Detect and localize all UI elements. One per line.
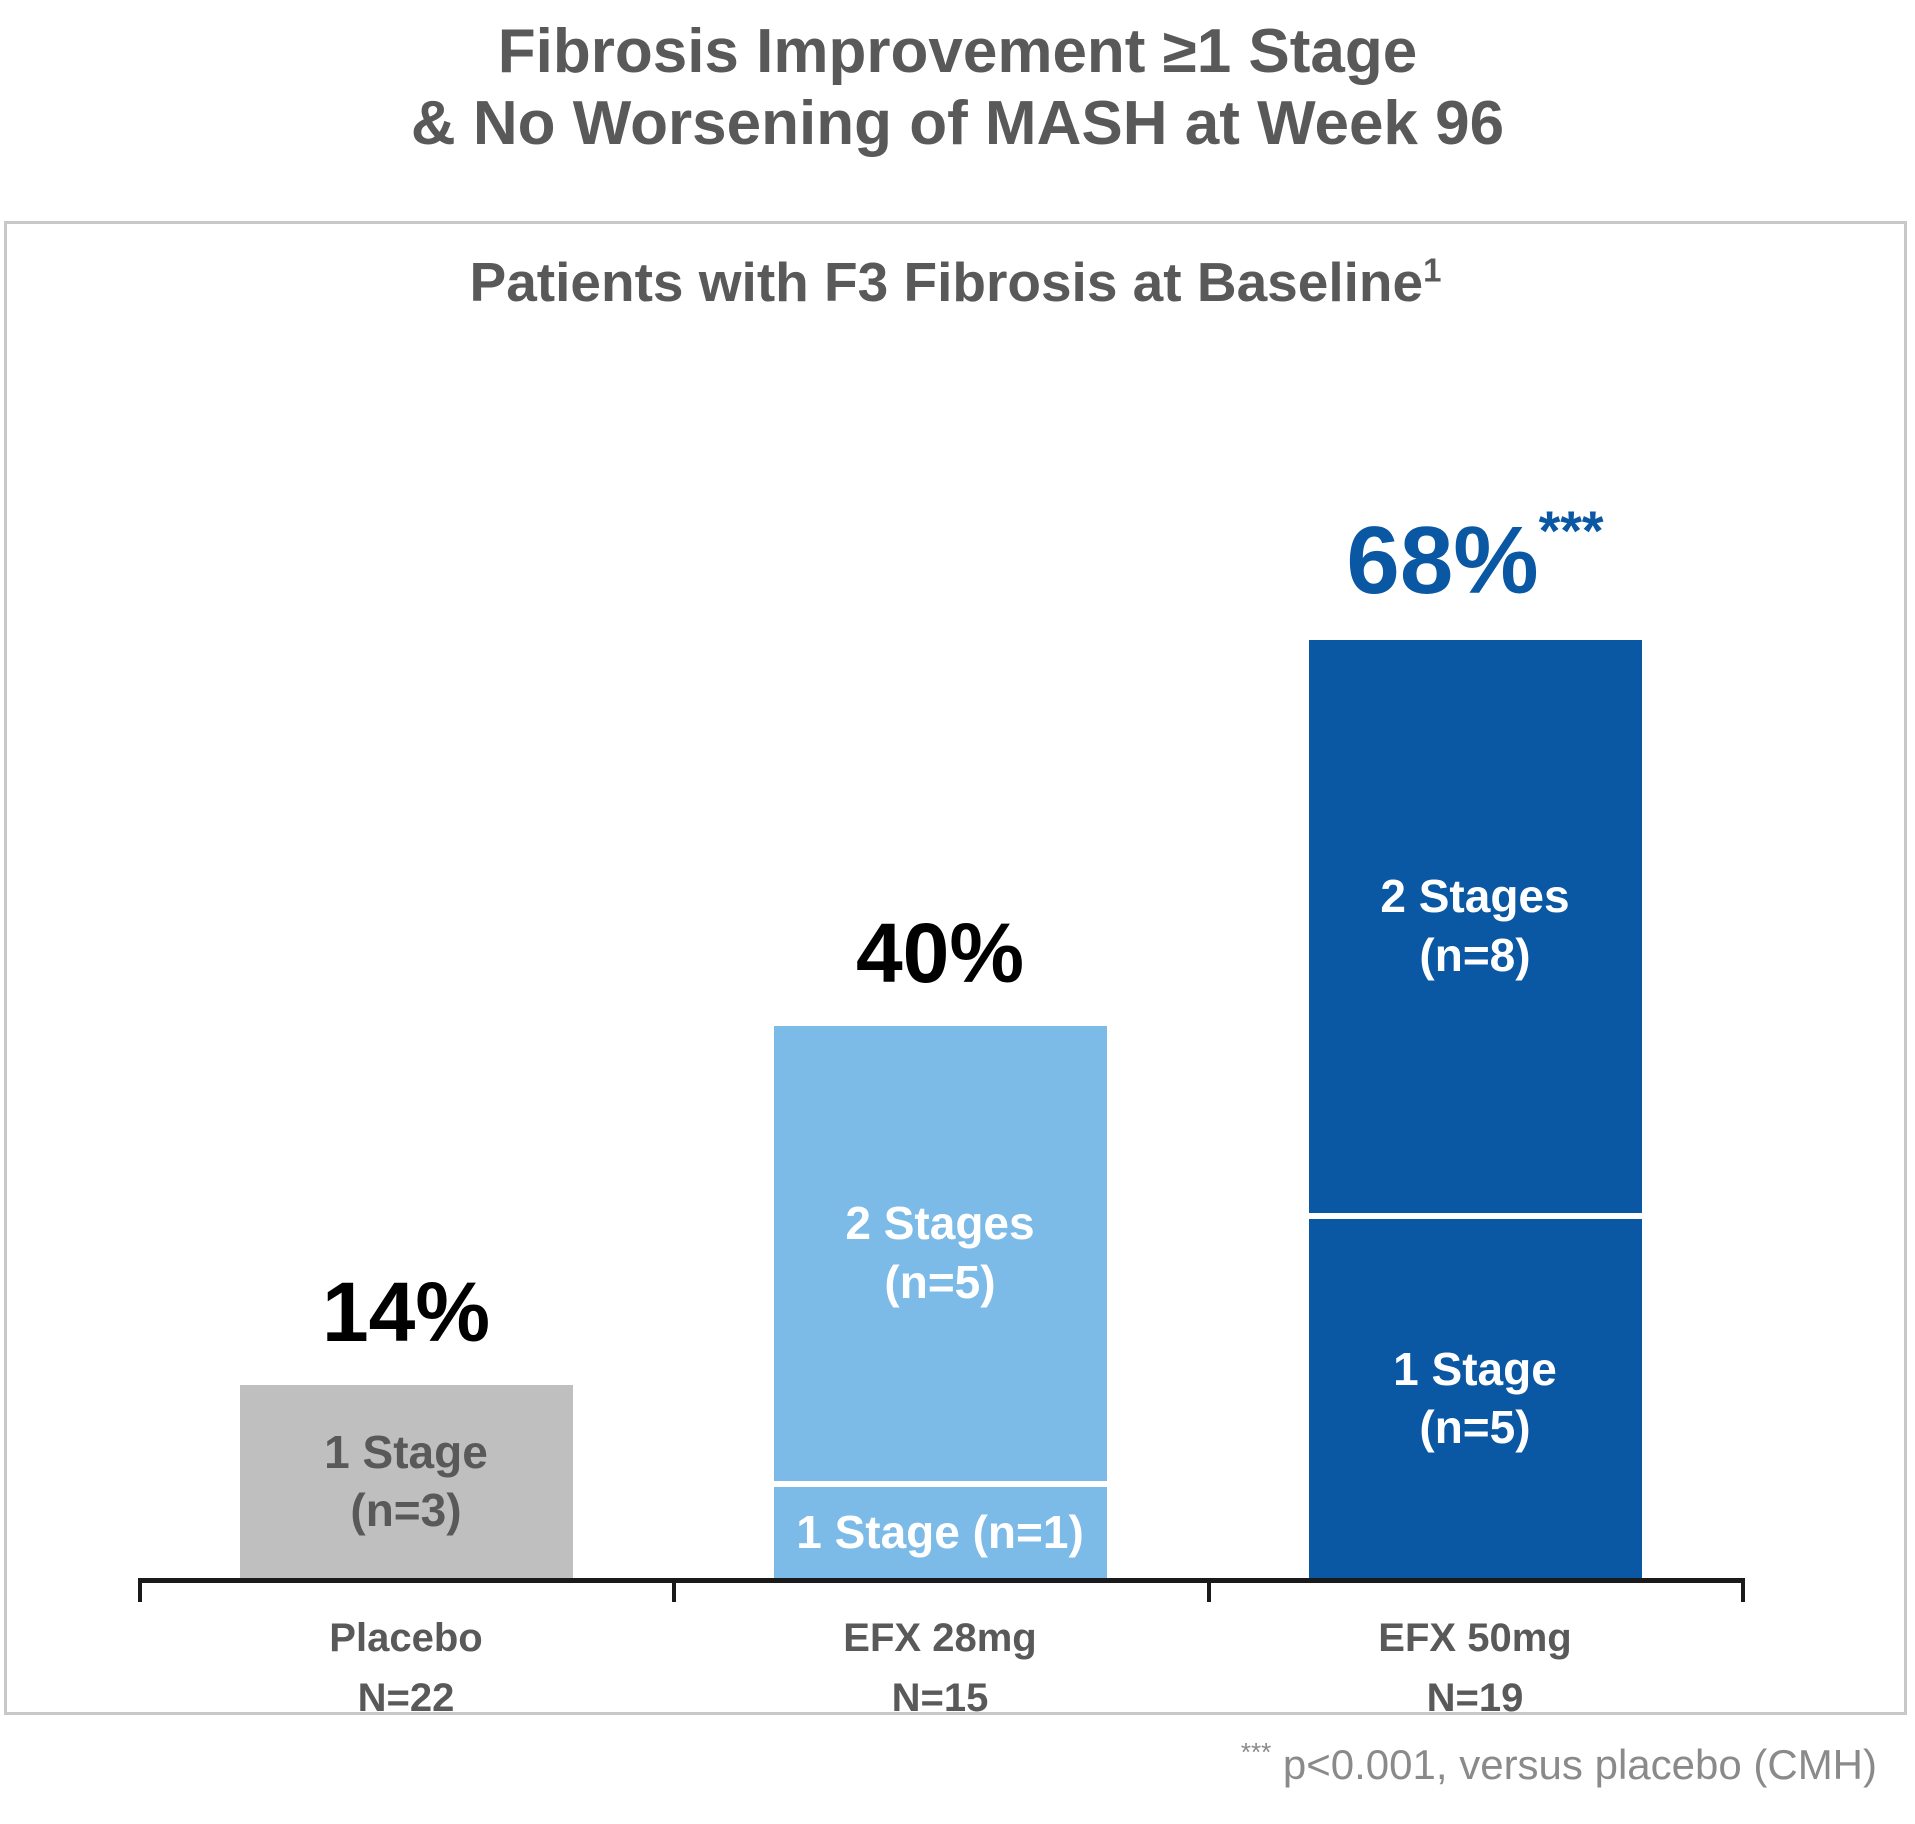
chart-subtitle-text: Patients with F3 Fibrosis at Baseline [469,251,1424,313]
x-axis-line [138,1578,1745,1583]
x-axis-label-efx-28mg: EFX 28mg N=15 [843,1616,1037,1720]
footnote-text: p<0.001, versus placebo (CMH) [1271,1741,1877,1788]
chart-subtitle: Patients with F3 Fibrosis at Baseline1 [7,250,1904,314]
x-axis-tick [1741,1578,1745,1602]
chart-subtitle-superscript: 1 [1423,251,1442,289]
bar-segment-label: 2 Stages (n=8) [1380,870,1570,982]
page-title: Fibrosis Improvement ≥1 Stage & No Worse… [0,16,1915,160]
bar-efx-28mg: 1 Stage (n=1) 2 Stages (n=5) [773,1026,1107,1578]
x-axis-tick [1206,1578,1211,1602]
bar-segment-efx-28mg-1-stage: 1 Stage (n=1) [773,1486,1107,1578]
footnote-asterisks: *** [1240,1737,1272,1768]
footnote: *** p<0.001, versus placebo (CMH) [1240,1737,1877,1789]
bar-segment-label: 2 Stages (n=5) [845,1197,1035,1309]
bar-segment-label: 1 Stage (n=3) [324,1425,488,1537]
bar-placebo: 1 Stage (n=3) [239,1384,573,1578]
bar-segment-label: 1 Stage (n=5) [1393,1342,1557,1454]
page-title-line1: Fibrosis Improvement ≥1 Stage [497,17,1418,86]
bar-segment-efx-28mg-2-stages: 2 Stages (n=5) [773,1026,1107,1481]
bar-value-label-efx-28mg: 40% [855,906,1025,1000]
bar-segment-label: 1 Stage (n=1) [796,1505,1084,1558]
x-axis-tick [138,1578,142,1602]
bar-efx-50mg: 1 Stage (n=5) 2 Stages (n=8) [1308,639,1642,1578]
page-title-line2: & No Worsening of MASH at Week 96 [410,88,1505,158]
bar-value-label-placebo: 14% [321,1264,491,1359]
x-axis-tick [672,1578,677,1602]
bar-segment-efx-50mg-2-stages: 2 Stages (n=8) [1308,639,1642,1213]
chart-panel: Patients with F3 Fibrosis at Baseline1 1… [4,221,1907,1720]
x-axis-label-placebo: Placebo N=22 [329,1616,483,1720]
bar-segment-placebo-1-stage: 1 Stage (n=3) [239,1384,573,1578]
plot-area: 1 Stage (n=3) 14% Placebo N=22 1 Stage (n=1) 2… [7,224,1904,1720]
significance-asterisks: *** [1538,499,1604,562]
bar-value-label-efx-50mg: 68%*** [1346,499,1604,614]
bar-segment-efx-50mg-1-stage: 1 Stage (n=5) [1308,1218,1642,1578]
x-axis-label-efx-50mg: EFX 50mg N=19 [1378,1616,1572,1720]
